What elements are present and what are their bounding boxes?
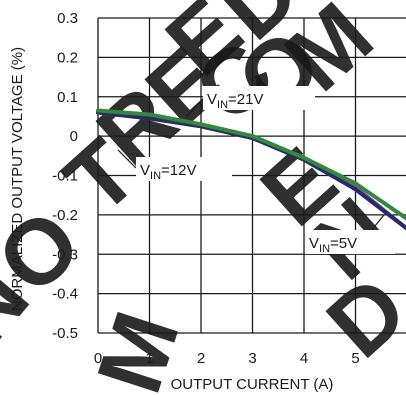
- series-label-vin-12v: VIN=12V: [140, 162, 196, 182]
- y-tick-label: -0.4: [52, 286, 78, 303]
- y-tick-label: 0.3: [57, 10, 78, 27]
- series-lines: [96, 108, 406, 231]
- label-background-vin-21v: [203, 86, 315, 110]
- x-tick-label: 0: [94, 350, 102, 367]
- y-axis-label: NORMALIZED OUTPUT VOLTAGE (%): [9, 47, 26, 311]
- y-tick-label: 0: [70, 128, 78, 145]
- y-tick-label: -0.1: [52, 168, 78, 185]
- leader-line-vin-5v: [369, 214, 385, 233]
- x-tick-label: 1: [145, 350, 153, 367]
- tick-labels: 0.30.20.10-0.1-0.2-0.3-0.4-0.50123456: [52, 10, 360, 367]
- y-tick-label: 0.2: [57, 49, 78, 66]
- y-tick-label: -0.3: [52, 246, 78, 263]
- series-label-vin-21v: VIN=21V: [207, 91, 263, 111]
- x-tick-label: 4: [300, 350, 308, 367]
- x-axis-label: OUTPUT CURRENT (A): [171, 376, 334, 393]
- x-tick-label: 5: [351, 350, 359, 367]
- series-line-vin-21v: [96, 108, 406, 221]
- leader-line-vin-12v: [117, 149, 137, 169]
- label-background-vin-12v: [136, 157, 232, 181]
- series-label-vin-5v: VIN=5V: [309, 235, 357, 255]
- y-tick-label: -0.5: [52, 325, 78, 342]
- series-labels: VIN=12V VIN=21V VIN=5V: [117, 86, 395, 255]
- x-tick-label: 3: [248, 350, 256, 367]
- x-tick-label: 2: [197, 350, 205, 367]
- leader-line-vin-21v: [185, 96, 206, 118]
- grid-lines: [97, 17, 406, 334]
- label-background-vin-5v: [305, 230, 395, 254]
- y-tick-label: 0.1: [57, 89, 78, 106]
- y-tick-label: -0.2: [52, 207, 78, 224]
